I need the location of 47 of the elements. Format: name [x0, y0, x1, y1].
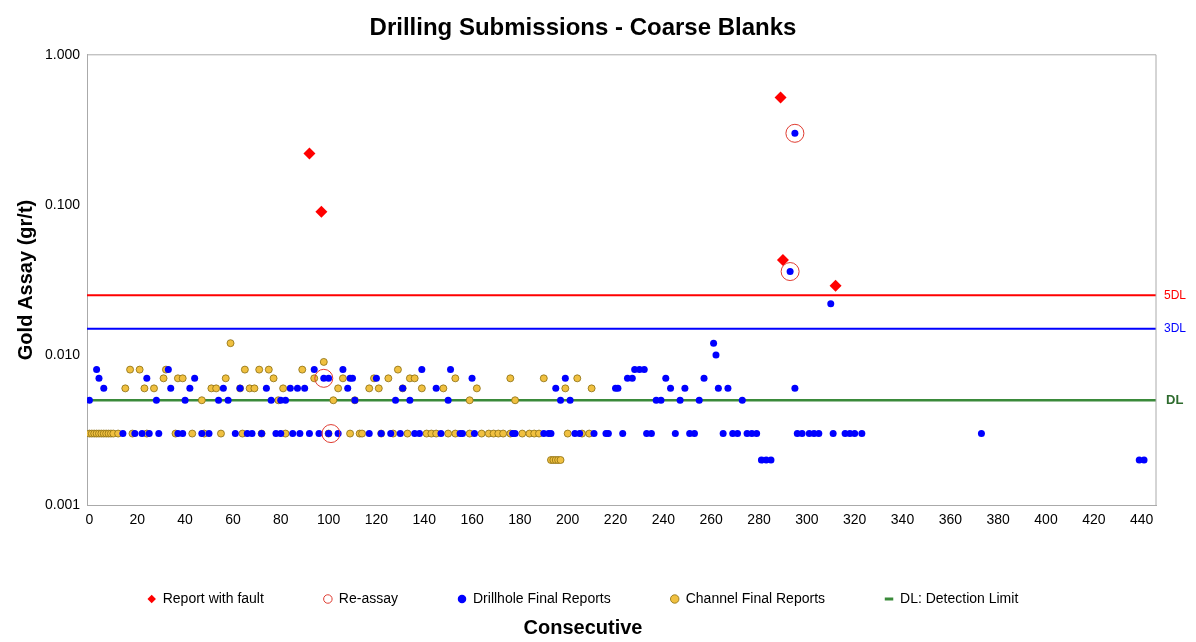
x-tick-label: 360	[938, 511, 963, 528]
x-tick-label: 300	[795, 511, 819, 528]
y-tick-label: 0.010	[44, 345, 81, 362]
x-tick-label: 420	[1082, 511, 1106, 528]
x-tick-label: 240	[651, 511, 676, 528]
legend-label: Report with fault	[162, 589, 264, 606]
point	[774, 91, 787, 104]
x-tick-label: 320	[843, 511, 867, 528]
x-tick-label: 340	[890, 511, 915, 528]
x-tick-label: 160	[460, 511, 484, 528]
legend-label: Drillhole Final Reports	[473, 589, 611, 606]
x-tick-label: 440	[1129, 511, 1154, 528]
y-tick-label: 0.001	[44, 496, 81, 513]
y-tick-label: 1.000	[44, 45, 81, 62]
x-tick-label: 20	[129, 511, 146, 528]
x-tick-label: 380	[986, 511, 1011, 528]
x-tick-label: 280	[747, 511, 771, 528]
point	[829, 279, 842, 292]
x-tick-label: 200	[556, 511, 580, 528]
x-tick-label: 260	[699, 511, 724, 528]
x-tick-label: 100	[316, 511, 341, 528]
chart-title: Drilling Submissions - Coarse Blanks	[369, 13, 797, 41]
x-tick-label: 80	[272, 511, 289, 528]
x-tick-label: 40	[177, 511, 194, 528]
x-tick-label: 120	[364, 511, 389, 528]
y-tick-label: 0.100	[44, 195, 81, 212]
annotation: DL	[1166, 391, 1184, 407]
x-tick-label: 220	[603, 511, 628, 528]
x-tick-label: 0	[85, 511, 94, 528]
x-tick-label: 180	[508, 511, 532, 528]
point	[780, 262, 800, 282]
x-tick-label: 400	[1034, 511, 1058, 528]
point	[776, 253, 789, 266]
point	[315, 205, 328, 218]
x-tick-label: 60	[225, 511, 241, 528]
legend-label: Channel Final Reports	[685, 589, 826, 606]
x-tick-label: 140	[412, 511, 437, 528]
ref-line-label: 5DL	[1164, 287, 1187, 302]
ref-line-label: 3DL	[1164, 320, 1187, 335]
point	[785, 123, 805, 143]
point	[321, 424, 341, 444]
point	[314, 368, 334, 388]
y-axis-title: Gold Assay (gr/t)	[13, 199, 36, 361]
legend-label: DL: Detection Limit	[900, 589, 1019, 606]
x-axis-title: Consecutive	[523, 615, 643, 638]
legend-label: Re-assay	[338, 589, 399, 606]
point	[303, 147, 316, 160]
